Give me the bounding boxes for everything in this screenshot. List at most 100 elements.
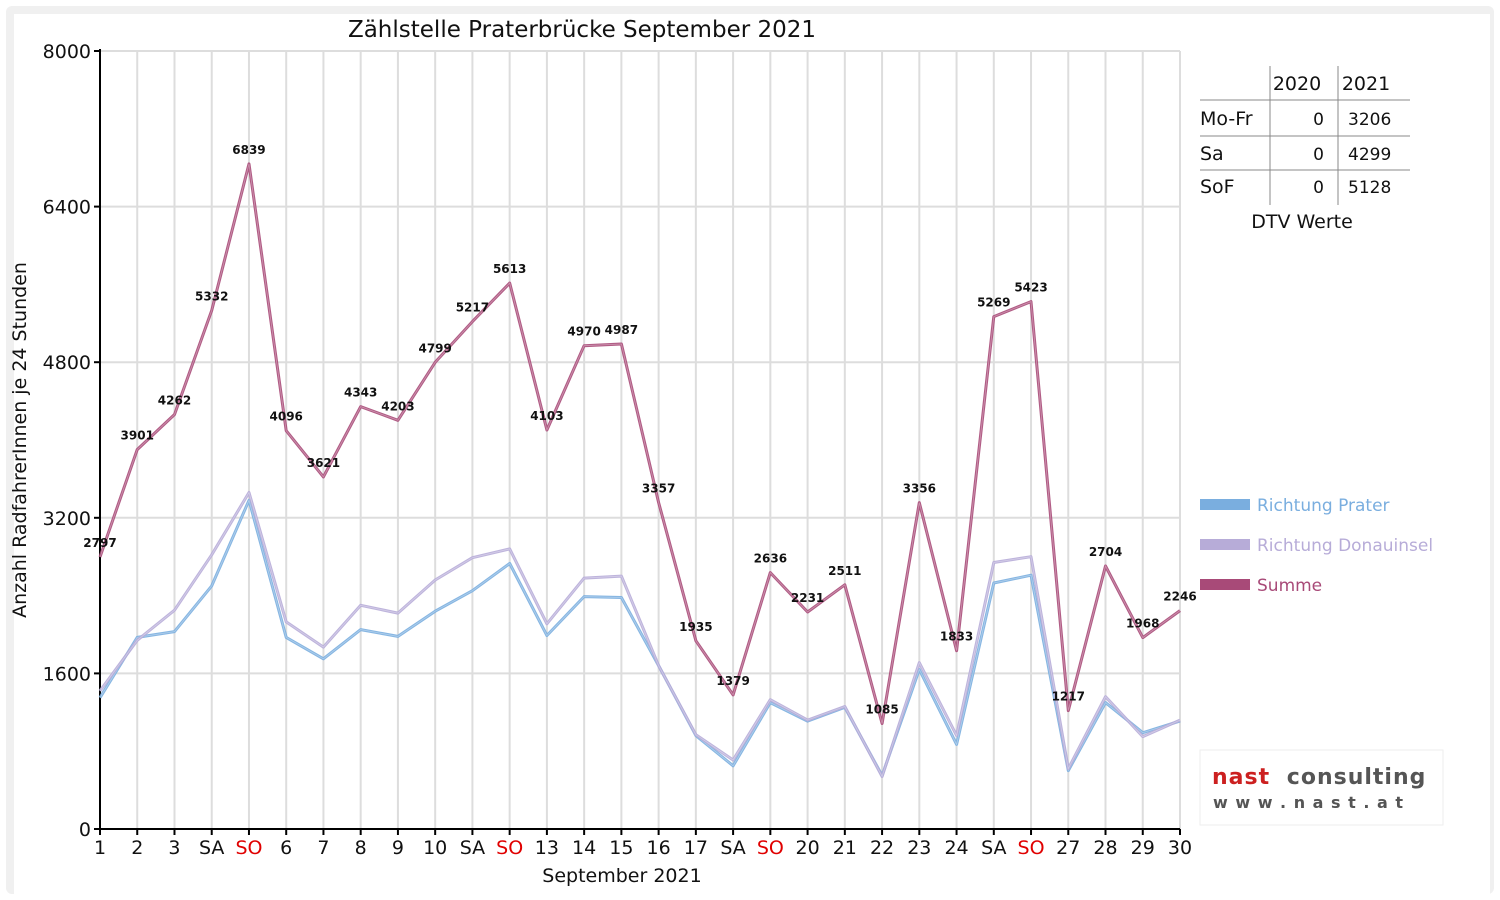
x-tick-label: 16: [647, 837, 671, 859]
series-line: [98, 491, 1181, 778]
logo-word-consulting: consulting: [1287, 765, 1427, 790]
axes: [94, 49, 1181, 835]
x-tick-label: 6: [280, 837, 292, 859]
dtv-header-2020: 2020: [1273, 73, 1321, 95]
data-labels: 2797 3901 4262 5332 6839 4096 3621 4343 4203 4799…: [83, 143, 1196, 717]
x-tick-label: 17: [684, 837, 708, 859]
y-tick-label: 6400: [43, 197, 91, 219]
dtv-row-value-2020: 0: [1313, 178, 1324, 198]
y-tick-label: 0: [79, 819, 91, 841]
x-tick-label: 14: [572, 837, 596, 859]
y-tick-label: 4800: [43, 352, 91, 374]
data-label: 2797: [83, 536, 116, 550]
dtv-row-value-2020: 0: [1313, 110, 1324, 130]
x-tick-label: 30: [1168, 837, 1192, 859]
x-tick-label: 8: [355, 837, 367, 859]
series-line: [98, 162, 1181, 725]
legend: Richtung Prater Richtung Donauinsel Summe: [1200, 496, 1433, 596]
dtv-row-value-2021: 3206: [1348, 110, 1391, 130]
data-label: 4799: [418, 341, 451, 355]
dtv-row-value-2021: 4299: [1348, 145, 1391, 165]
data-label: 3356: [903, 482, 936, 496]
series-line-highlight: [99, 499, 1181, 777]
series-lines: [98, 162, 1181, 778]
x-tick-label: 13: [535, 837, 559, 859]
x-tick-label: 21: [833, 837, 857, 859]
x-axis-title: September 2021: [542, 865, 701, 887]
x-tick-label: 2: [131, 837, 143, 859]
data-label: 4343: [344, 386, 377, 400]
chart-frame: [6, 6, 1494, 899]
x-tick-labels: 1 2 3 SA SO 6 7 8 9 10 SA SO 13 14 15 16 17 SA SO 20 21 22 23 2…: [94, 837, 1192, 859]
data-label: 2636: [754, 552, 787, 566]
data-label: 3621: [307, 456, 340, 470]
x-tick-label: SA: [981, 837, 1006, 859]
x-tick-label: 10: [423, 837, 447, 859]
y-axis-title: Anzahl RadfahrerInnen je 24 Stunden: [9, 262, 31, 618]
dtv-row-label: Mo-Fr: [1200, 108, 1253, 130]
series-line: [98, 498, 1181, 777]
data-label: 5217: [456, 301, 489, 315]
data-label: 1968: [1126, 617, 1159, 631]
data-label: 3901: [121, 429, 154, 443]
grid-lines: [99, 50, 1181, 830]
data-label: 4096: [270, 410, 303, 424]
data-label: 2231: [791, 591, 824, 605]
legend-label: Summe: [1257, 576, 1322, 596]
x-tick-label: 1: [94, 837, 106, 859]
x-tick-label: 15: [609, 837, 633, 859]
data-label: 4987: [605, 323, 638, 337]
x-tick-label: 7: [317, 837, 329, 859]
legend-label: Richtung Prater: [1257, 496, 1390, 516]
x-tick-label: 9: [392, 837, 404, 859]
data-label: 2704: [1089, 545, 1122, 559]
data-label: 3357: [642, 482, 675, 496]
dtv-row-label: SoF: [1200, 176, 1235, 198]
x-tick-label: 23: [907, 837, 931, 859]
data-label: 5269: [977, 296, 1010, 310]
series-line-highlight: [99, 491, 1181, 778]
dtv-header-2021: 2021: [1342, 73, 1390, 95]
x-tick-label: SA: [199, 837, 224, 859]
x-tick-label: SA: [720, 837, 745, 859]
dtv-row-label: Sa: [1200, 143, 1224, 165]
x-tick-label: 28: [1093, 837, 1117, 859]
y-tick-label: 3200: [43, 508, 91, 530]
data-label: 4103: [530, 409, 563, 423]
data-label: 4262: [158, 394, 191, 408]
y-tick-label: 1600: [43, 663, 91, 685]
logo-brand: nast consulting: [1212, 765, 1426, 790]
series-line-highlight: [99, 163, 1181, 724]
dtv-table: 2020 2021 Mo-Fr 0 3206 Sa 0 4299 SoF 0 5…: [1200, 66, 1410, 233]
x-tick-label: SA: [460, 837, 485, 859]
x-tick-label: 24: [944, 837, 968, 859]
data-label: 5332: [195, 289, 228, 303]
nast-consulting-logo: nast consulting w w w . n a s t . a t: [1199, 749, 1444, 826]
data-label: 1935: [679, 620, 712, 634]
y-tick-labels: 0 1600 3200 4800 6400 8000: [43, 41, 91, 841]
legend-swatch: [1200, 539, 1250, 550]
legend-swatch: [1200, 579, 1250, 590]
x-tick-label: 29: [1131, 837, 1155, 859]
x-tick-label: 3: [168, 837, 180, 859]
data-label: 1379: [716, 674, 749, 688]
legend-label: Richtung Donauinsel: [1257, 536, 1433, 556]
logo-url: w w w . n a s t . a t: [1213, 793, 1404, 812]
dtv-caption: DTV Werte: [1251, 211, 1353, 233]
data-label: 1217: [1052, 690, 1085, 704]
x-tick-label: SO: [235, 837, 262, 859]
data-label: 1833: [940, 630, 973, 644]
data-label: 6839: [232, 143, 265, 157]
x-tick-label: SO: [496, 837, 523, 859]
chart-title: Zählstelle Praterbrücke September 2021: [348, 17, 816, 43]
data-label: 5423: [1014, 281, 1047, 295]
x-tick-label: 20: [795, 837, 819, 859]
data-label: 1085: [865, 702, 898, 716]
y-tick-label: 8000: [43, 41, 91, 63]
x-tick-label: 22: [870, 837, 894, 859]
data-label: 4203: [381, 399, 414, 413]
logo-background: [1199, 749, 1444, 826]
x-tick-label: 27: [1056, 837, 1080, 859]
data-label: 2246: [1163, 590, 1196, 604]
